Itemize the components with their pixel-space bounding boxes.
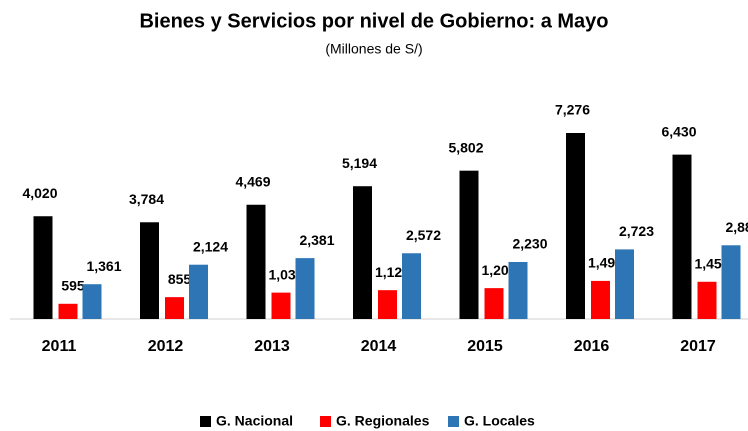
bar xyxy=(721,245,741,319)
bar xyxy=(484,288,504,319)
x-tick-label: 2011 xyxy=(42,338,77,355)
x-tick-label: 2013 xyxy=(254,338,290,355)
x-tick-label: 2017 xyxy=(680,338,716,355)
bar xyxy=(591,280,610,319)
bar xyxy=(82,284,102,319)
data-label: 3,784 xyxy=(129,191,164,207)
x-tick-label: 2014 xyxy=(361,338,397,355)
data-label: 6,430 xyxy=(661,123,696,139)
legend-swatch xyxy=(320,416,331,427)
data-label: 5,802 xyxy=(448,139,483,155)
data-label: 7,276 xyxy=(555,102,590,118)
data-label: 2,124 xyxy=(193,238,228,254)
data-label: 855 xyxy=(168,271,192,287)
bar xyxy=(615,249,634,319)
x-tick-label: 2016 xyxy=(574,338,610,355)
bar xyxy=(353,186,372,319)
bar xyxy=(271,292,291,319)
legend-swatch xyxy=(448,416,459,427)
bar xyxy=(246,204,266,319)
bar xyxy=(140,222,159,319)
bar xyxy=(672,154,692,319)
bar xyxy=(566,133,585,319)
data-label: 4,469 xyxy=(235,173,270,189)
bar xyxy=(402,253,421,319)
bar xyxy=(58,303,78,319)
data-label: 1,207 xyxy=(481,262,516,278)
chart-subtitle: (Millones de S/) xyxy=(325,41,422,57)
data-label: 1,361 xyxy=(86,258,121,274)
bar xyxy=(189,264,208,319)
bar xyxy=(295,258,315,319)
x-tick-label: 2015 xyxy=(467,338,503,355)
data-label: 2,230 xyxy=(512,236,547,252)
bar xyxy=(508,261,528,319)
bar xyxy=(165,297,184,319)
chart-title: Bienes y Servicios por nivel de Gobierno… xyxy=(139,10,608,32)
bar xyxy=(459,170,479,319)
data-label: 1,032 xyxy=(268,266,303,282)
data-label: 5,194 xyxy=(342,155,377,171)
legend-swatch xyxy=(200,416,211,427)
data-label: 595 xyxy=(61,277,85,293)
legend-label: G. Nacional xyxy=(216,413,293,429)
data-label: 2,572 xyxy=(406,227,441,243)
data-label: 4,020 xyxy=(22,185,57,201)
data-label: 1,490 xyxy=(588,255,623,271)
bar xyxy=(697,281,717,319)
bar xyxy=(33,216,53,319)
x-tick-label: 2012 xyxy=(148,338,184,355)
data-label: 1,456 xyxy=(694,255,729,271)
data-label: 2,381 xyxy=(299,232,334,248)
data-label: 2,884 xyxy=(725,219,748,235)
bar xyxy=(378,290,397,319)
legend-label: G. Regionales xyxy=(336,413,430,429)
legend-label: G. Locales xyxy=(464,413,535,429)
data-label: 1,128 xyxy=(375,264,410,280)
data-label: 2,723 xyxy=(619,223,654,239)
